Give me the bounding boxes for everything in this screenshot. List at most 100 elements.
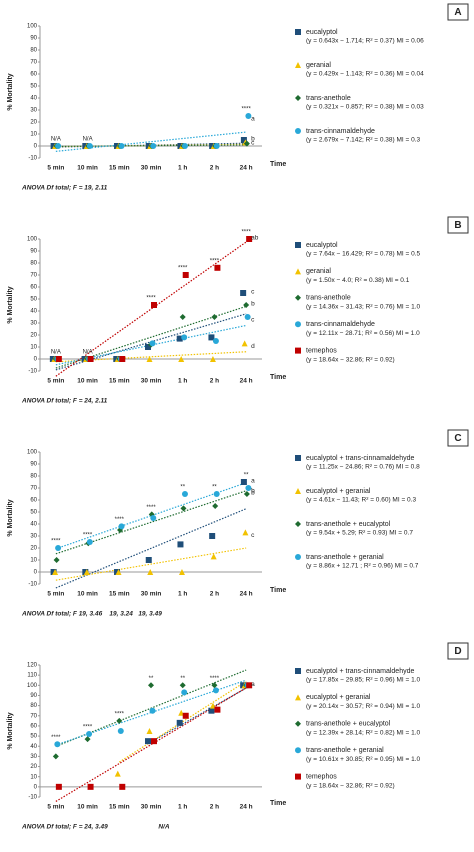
annotation: ** bbox=[180, 676, 185, 682]
y-tick-label: 100 bbox=[27, 683, 38, 689]
y-axis-label: % Mortality bbox=[7, 499, 14, 536]
annotation: **** bbox=[210, 676, 220, 682]
y-tick-label: 10 bbox=[30, 345, 37, 351]
legend-label: trans-anethole + eucalyptol bbox=[306, 521, 391, 528]
y-tick-label: 20 bbox=[30, 764, 37, 770]
point bbox=[182, 712, 189, 719]
point-label: ab bbox=[251, 235, 259, 242]
point bbox=[176, 719, 183, 726]
point bbox=[150, 515, 157, 521]
annotation: **** bbox=[146, 296, 156, 302]
y-tick-label: 10 bbox=[30, 774, 37, 780]
x-tick-label: 2 h bbox=[210, 378, 219, 385]
annotation: N/A bbox=[51, 137, 61, 143]
point bbox=[151, 302, 157, 308]
legend-label: eucalyptol + trans-cinnamaldehyde bbox=[306, 455, 414, 462]
trend-line bbox=[55, 687, 247, 802]
x-tick-label: 10 min bbox=[77, 591, 98, 598]
point-label: c bbox=[251, 317, 255, 324]
point bbox=[86, 539, 93, 545]
panel-box bbox=[447, 3, 469, 21]
point bbox=[83, 569, 90, 575]
x-tick-label: 1 h bbox=[178, 378, 187, 385]
x-tick-label: 5 min bbox=[47, 165, 64, 172]
annotation: **** bbox=[115, 517, 125, 523]
y-tick-label: 0 bbox=[34, 357, 38, 363]
panel-box bbox=[447, 216, 469, 234]
point bbox=[150, 143, 157, 149]
point bbox=[295, 554, 301, 560]
legend-equation: (y = 18.64x − 32.86; R² = 0.92) bbox=[306, 356, 395, 363]
x-tick-label: 10 min bbox=[77, 804, 98, 811]
trend-line bbox=[55, 482, 247, 550]
y-tick-label: 10 bbox=[30, 558, 37, 564]
point bbox=[240, 479, 247, 485]
point bbox=[213, 491, 220, 497]
point bbox=[55, 783, 62, 790]
y-tick-label: 20 bbox=[30, 120, 37, 126]
point bbox=[118, 523, 125, 530]
y-axis-label: % Mortality bbox=[7, 286, 14, 323]
y-tick-label: 40 bbox=[30, 96, 37, 102]
legend-label: eucalyptol bbox=[306, 242, 338, 249]
point bbox=[118, 143, 125, 149]
legend-equation: (y = 9.54x + 5.29; R² = 0.93) MI = 0.7 bbox=[306, 530, 413, 537]
point bbox=[117, 728, 124, 734]
y-tick-label: 80 bbox=[30, 703, 37, 709]
point bbox=[84, 736, 91, 743]
point bbox=[87, 356, 94, 362]
point bbox=[210, 553, 217, 560]
point bbox=[178, 569, 185, 575]
trend-line bbox=[55, 547, 247, 581]
point bbox=[55, 356, 62, 362]
point bbox=[212, 687, 219, 694]
annotation: **** bbox=[146, 505, 156, 511]
x-tick-label: 30 min bbox=[141, 378, 162, 385]
point bbox=[177, 541, 184, 548]
point bbox=[295, 321, 301, 328]
point bbox=[147, 569, 154, 575]
y-tick-label: 70 bbox=[30, 486, 37, 492]
point bbox=[119, 356, 126, 362]
point bbox=[295, 268, 301, 275]
point bbox=[87, 783, 94, 790]
y-tick-label: 20 bbox=[30, 333, 37, 339]
legend-equation: (y = 1.50x − 4.0; R² = 0.38) MI = 0.1 bbox=[306, 277, 410, 284]
point bbox=[179, 314, 186, 320]
y-tick-label: 90 bbox=[30, 462, 37, 468]
y-tick-label: 90 bbox=[30, 249, 37, 255]
annotation: **** bbox=[83, 533, 93, 539]
y-tick-label: -10 bbox=[28, 795, 37, 801]
legend-label: trans-anethole bbox=[306, 295, 351, 302]
y-tick-label: 40 bbox=[30, 744, 37, 750]
x-tick-label: 15 min bbox=[109, 591, 130, 598]
legend-label: eucalyptol bbox=[306, 29, 338, 36]
y-tick-label: 100 bbox=[27, 24, 38, 30]
y-tick-label: 110 bbox=[27, 673, 37, 679]
annotation: N/A bbox=[83, 350, 93, 356]
legend-equation: (y = 0.321x − 0.857; R² = 0.38) MI = 0.0… bbox=[306, 104, 424, 111]
x-tick-label: 5 min bbox=[47, 378, 64, 385]
y-tick-label: 50 bbox=[30, 84, 37, 90]
legend-equation: (y = 11.25x − 24.86; R² = 0.76) MI = 0.8 bbox=[306, 464, 420, 471]
x-tick-label: 2 h bbox=[210, 591, 219, 598]
point bbox=[214, 706, 221, 713]
point-label: b bbox=[251, 490, 255, 497]
y-axis-label: % Mortality bbox=[7, 73, 14, 110]
legend-label: trans-anethole bbox=[306, 95, 351, 102]
y-tick-label: -10 bbox=[28, 582, 37, 588]
y-tick-label: 50 bbox=[30, 510, 37, 516]
point-label: b bbox=[251, 488, 255, 495]
point bbox=[295, 347, 301, 354]
x-tick-label: 24 h bbox=[240, 804, 253, 811]
point bbox=[243, 302, 250, 308]
x-tick-label: 1 h bbox=[178, 591, 187, 598]
point bbox=[179, 682, 186, 689]
point bbox=[209, 356, 216, 362]
point bbox=[211, 682, 218, 689]
point bbox=[86, 731, 93, 738]
legend-equation: (y = 4.61x − 11.43; R² = 0.60) MI = 0.3 bbox=[306, 497, 416, 504]
point bbox=[145, 738, 151, 745]
point-label: c bbox=[251, 139, 255, 146]
